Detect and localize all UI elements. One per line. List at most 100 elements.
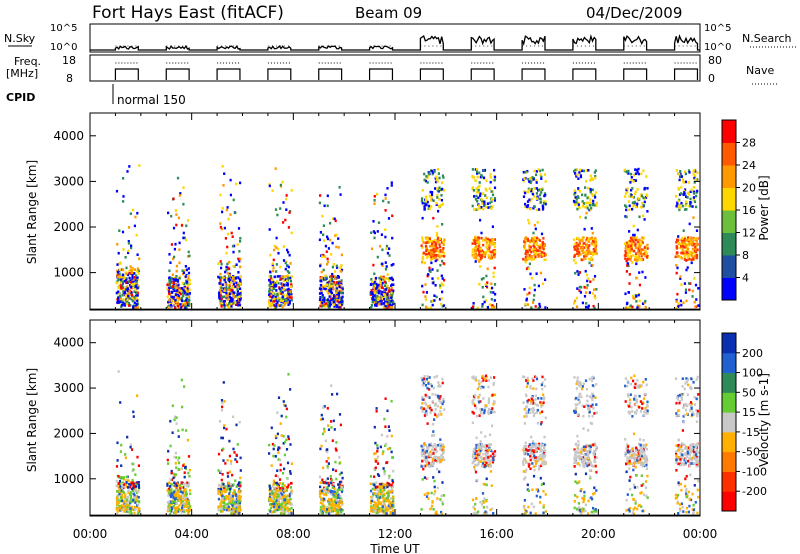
range-cell xyxy=(269,274,273,278)
range-cell xyxy=(484,251,487,254)
range-cell xyxy=(386,409,389,413)
range-cell xyxy=(686,196,689,199)
range-cell xyxy=(117,286,120,289)
range-cell xyxy=(129,293,132,296)
range-cell xyxy=(232,291,235,295)
range-cell xyxy=(442,304,446,307)
range-cell xyxy=(436,404,439,408)
range-cell xyxy=(681,178,685,181)
range-cell xyxy=(340,289,343,292)
range-cell xyxy=(181,428,184,432)
range-cell xyxy=(490,282,493,286)
range-cell xyxy=(390,284,393,287)
range-cell xyxy=(425,463,429,467)
range-cell xyxy=(333,491,336,495)
range-cell xyxy=(271,283,274,287)
range-cell xyxy=(584,245,588,249)
range-cell xyxy=(126,435,129,439)
range-cell xyxy=(178,504,181,507)
range-cell xyxy=(170,483,173,486)
range-cell xyxy=(441,187,444,191)
range-cell xyxy=(129,280,132,284)
range-cell xyxy=(439,410,442,413)
range-cell xyxy=(339,266,342,269)
range-cell xyxy=(485,179,488,182)
range-cell xyxy=(275,497,279,501)
range-cell xyxy=(175,269,178,273)
range-cell xyxy=(429,306,432,310)
range-cell xyxy=(694,247,697,250)
range-cell xyxy=(276,481,279,485)
range-cell xyxy=(689,282,692,285)
range-cell xyxy=(687,258,690,261)
range-cell xyxy=(219,285,222,288)
range-cell xyxy=(336,490,339,493)
range-cell xyxy=(221,283,224,286)
range-cell xyxy=(426,256,429,259)
range-cell xyxy=(589,208,592,211)
range-cell xyxy=(674,255,677,259)
range-cell xyxy=(679,277,682,280)
range-cell xyxy=(490,198,493,201)
range-cell xyxy=(537,168,540,171)
range-cell xyxy=(323,285,326,288)
range-cell xyxy=(175,456,178,459)
range-cell xyxy=(137,507,141,510)
range-cell xyxy=(271,443,274,446)
range-cell xyxy=(473,239,476,242)
range-cell xyxy=(335,281,338,284)
range-cell xyxy=(493,175,497,179)
range-cell xyxy=(229,178,232,182)
range-cell xyxy=(679,246,682,250)
range-cell xyxy=(636,257,639,261)
range-cell xyxy=(441,402,444,406)
y-tick-label: 1000 xyxy=(53,266,84,280)
range-cell xyxy=(327,286,330,290)
range-cell xyxy=(128,165,131,168)
freq-line xyxy=(368,68,394,80)
range-cell xyxy=(637,247,640,251)
range-cell xyxy=(217,262,220,265)
range-cell xyxy=(180,506,184,510)
range-cell xyxy=(115,480,118,483)
range-cell xyxy=(335,509,338,512)
range-cell xyxy=(340,485,343,489)
range-cell xyxy=(340,490,343,494)
range-cell xyxy=(372,500,376,504)
range-cell xyxy=(171,431,174,434)
range-cell xyxy=(381,505,384,508)
range-cell xyxy=(577,254,580,258)
range-cell xyxy=(526,206,529,210)
range-cell xyxy=(534,227,537,231)
range-cell xyxy=(120,275,123,279)
range-cell xyxy=(239,481,242,484)
range-cell xyxy=(574,261,577,265)
range-cell xyxy=(176,299,179,302)
range-cell xyxy=(232,296,235,299)
range-cell xyxy=(337,276,340,279)
range-cell xyxy=(524,170,527,174)
range-cell xyxy=(167,462,170,465)
range-cell xyxy=(122,177,125,180)
range-cell xyxy=(182,202,185,206)
range-cell xyxy=(442,247,445,250)
freq-line xyxy=(572,68,597,80)
range-cell xyxy=(374,452,377,455)
range-cell xyxy=(486,306,489,309)
range-cell xyxy=(530,306,533,310)
range-cell xyxy=(527,177,530,181)
range-cell xyxy=(287,373,290,376)
range-cell xyxy=(326,237,329,241)
range-cell xyxy=(589,179,592,182)
range-cell xyxy=(428,237,431,240)
range-cell xyxy=(227,482,230,485)
range-cell xyxy=(383,293,386,296)
range-cell xyxy=(226,245,229,249)
range-cell xyxy=(173,286,176,290)
range-cell xyxy=(388,279,391,282)
range-cell xyxy=(382,276,385,280)
range-cell xyxy=(230,292,234,295)
range-cell xyxy=(275,289,278,292)
range-cell xyxy=(225,495,228,498)
range-cell xyxy=(287,291,290,294)
